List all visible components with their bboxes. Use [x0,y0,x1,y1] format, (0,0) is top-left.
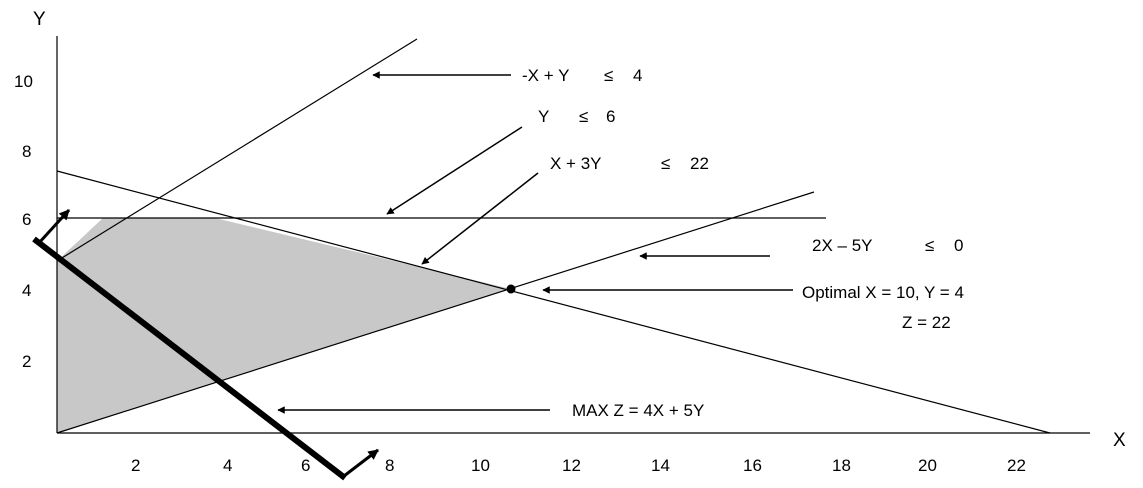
optimal-z-label: Z = 22 [902,313,951,332]
x-tick-label: 16 [743,456,762,475]
constraint-rhs: 22 [690,154,709,173]
constraint-lhs: Y [538,107,549,126]
constraint-lhs: -X + Y [522,66,569,85]
objective-label: MAX Z = 4X + 5Y [572,401,704,420]
x-tick-label: 4 [223,456,232,475]
constraint-label-c4: 2X – 5Y ≤ 0 [812,236,963,255]
objective-direction-arrow-bottom [343,448,379,478]
optimal-label: Optimal X = 10, Y = 4 [802,283,964,302]
constraint-rhs: 0 [954,236,963,255]
constraint-label-c2: Y ≤ 6 [538,107,615,126]
annotation-arrow-c3 [421,172,539,265]
constraint-label-c3: X + 3Y ≤ 22 [550,154,709,173]
x-tick-label: 18 [832,456,851,475]
x-tick-label: 12 [562,456,581,475]
x-tick-label: 10 [471,456,490,475]
constraint-operator: ≤ [604,66,613,85]
constraint-operator: ≤ [579,107,588,126]
constraint-rhs: 6 [606,107,615,126]
x-tick-label: 6 [301,456,310,475]
constraint-label-c1: -X + Y ≤ 4 [522,66,642,85]
constraint-lhs: X + 3Y [550,154,602,173]
annotation-arrow-c2 [386,126,523,215]
x-tick-label: 8 [385,456,394,475]
y-axis-name: Y [33,9,46,30]
constraint-operator: ≤ [925,236,934,255]
optimal-point [506,284,516,294]
x-tick-label: 22 [1007,456,1026,475]
constraint-line-neg-x-plus-y [56,38,418,262]
objective-direction-arrow-top [36,208,71,246]
y-tick-label: 8 [22,142,31,161]
constraint-lhs: 2X – 5Y [812,236,873,255]
y-tick-label: 4 [22,281,31,300]
constraint-rhs: 4 [633,66,642,85]
constraint-operator: ≤ [661,154,670,173]
feasible-region [57,218,511,433]
constraint-line-x-plus-3y [56,170,1051,434]
x-tick-label: 14 [651,456,670,475]
x-tick-label: 2 [131,456,140,475]
y-tick-label: 6 [22,210,31,229]
x-tick-label: 20 [918,456,937,475]
x-axis-name: X [1113,430,1126,451]
y-tick-label: 2 [22,352,31,371]
objective-line [32,236,347,481]
y-tick-label: 10 [14,72,33,91]
constraint-line-2x-minus-5y [56,191,815,434]
